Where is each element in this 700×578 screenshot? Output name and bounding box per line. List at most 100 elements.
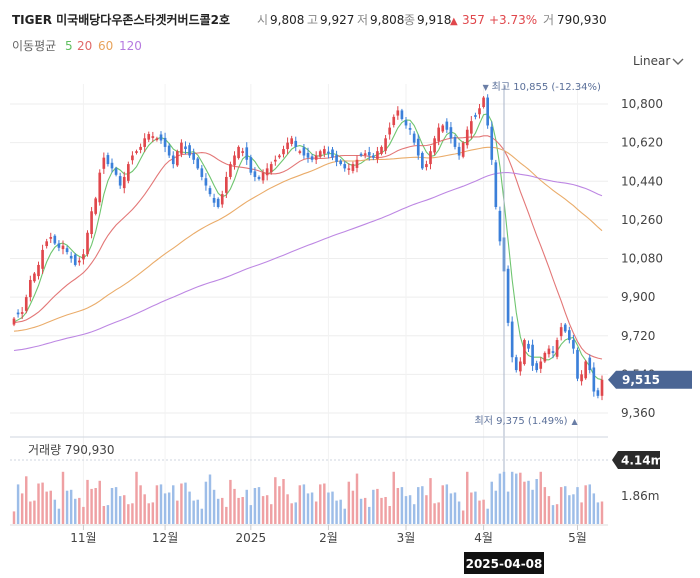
ma-legend-20[interactable]: 20	[77, 39, 92, 53]
volume-bar	[388, 506, 391, 524]
volume-bar	[515, 473, 518, 524]
candle-body	[429, 151, 432, 165]
volume-bar	[559, 487, 563, 524]
scale-selector[interactable]: Linear	[633, 54, 684, 68]
candle-body	[298, 151, 302, 153]
volume-bar	[547, 496, 551, 524]
volume-bar	[343, 508, 346, 524]
volume-bar	[127, 504, 130, 524]
candle-body	[449, 127, 453, 139]
low-marker: 최저 9,375 (1.49%) ▲	[475, 415, 579, 427]
current-price-tag: 9,515	[608, 370, 692, 389]
volume-bar	[339, 499, 342, 524]
candle-body	[269, 164, 273, 173]
candle-body	[188, 145, 191, 156]
volume-bar	[155, 485, 159, 524]
candle-body	[441, 125, 445, 132]
candle-body	[261, 172, 265, 181]
volume-bar	[102, 506, 106, 524]
candle-body	[474, 115, 477, 117]
candle-body	[323, 149, 326, 154]
price-tick-label: 9,360	[621, 406, 655, 420]
candle-body	[510, 321, 514, 358]
volume-bar	[417, 487, 420, 524]
candle-body	[216, 198, 220, 207]
candle-body	[527, 343, 530, 349]
candle-body	[494, 162, 498, 207]
volume-bar	[278, 486, 281, 524]
candle-body	[163, 137, 167, 147]
volume-bar	[429, 478, 432, 524]
candle-body	[523, 340, 526, 365]
volume-bar	[200, 508, 204, 524]
volume-bar	[94, 488, 97, 524]
candle-body	[176, 151, 179, 166]
volume-bar	[131, 503, 134, 524]
candle-body	[600, 379, 604, 396]
date-tick-label: 5월	[568, 531, 587, 545]
volume-bar	[118, 496, 122, 524]
candle-body	[73, 254, 77, 265]
candle-body	[514, 357, 518, 371]
candle-body	[294, 140, 298, 147]
candle-body	[16, 312, 20, 315]
volume-bar	[45, 491, 48, 524]
volume-tag-text: 4.14m	[621, 454, 663, 468]
volume-bar	[163, 493, 167, 524]
date-tick-label: 2월	[319, 531, 338, 545]
candle-body	[335, 155, 338, 162]
volume-bar	[396, 488, 400, 524]
volume-bar	[461, 510, 465, 524]
volume-bar	[319, 484, 322, 524]
candle-body	[135, 151, 138, 153]
candle-body	[208, 188, 212, 195]
instrument-name: TIGER 미국배당다우존스타겟커버드콜2호	[12, 12, 230, 27]
candle-body	[122, 176, 126, 189]
candle-body	[551, 351, 555, 353]
candle-body	[563, 324, 567, 332]
volume-bar	[25, 476, 28, 524]
scale-selector-label[interactable]: Linear	[633, 54, 670, 68]
candle-body	[286, 142, 289, 150]
ma-legend-5[interactable]: 5	[65, 39, 73, 53]
volume-bar	[335, 500, 338, 524]
ma-legend-120[interactable]: 120	[119, 39, 142, 53]
volume-bar	[359, 498, 363, 524]
volume-bar	[135, 471, 138, 524]
volume-bar	[596, 502, 600, 524]
candle-body	[69, 255, 73, 259]
candle-body	[363, 153, 367, 156]
volume-bar	[506, 491, 510, 524]
candle-body	[412, 133, 416, 143]
volume-bar	[380, 497, 383, 524]
candle-body	[408, 128, 412, 130]
volume-bar	[208, 474, 212, 524]
candle-body	[453, 137, 457, 147]
volume-bar	[425, 495, 428, 524]
change-value: 357	[462, 13, 485, 27]
candle-body	[380, 146, 383, 154]
change-arrow: ▲	[450, 16, 458, 27]
volume-bar	[212, 489, 216, 524]
candle-body	[49, 237, 53, 239]
chevron-down-icon[interactable]	[672, 58, 684, 65]
candle-body	[392, 116, 396, 126]
candle-body	[539, 361, 543, 369]
volume-bar	[572, 494, 575, 524]
volume-bar	[249, 505, 253, 524]
candle-body	[245, 147, 249, 160]
candle-body	[343, 164, 347, 169]
candle-body	[200, 168, 204, 177]
volume-bar	[151, 502, 155, 524]
candle-body	[310, 156, 314, 160]
candle-body	[531, 344, 534, 366]
candle-body	[327, 151, 330, 154]
volume-bar	[29, 501, 32, 524]
volume-bar	[376, 488, 379, 524]
volume-bar	[37, 483, 40, 524]
volume-bar	[245, 489, 248, 524]
ma-legend-60[interactable]: 60	[98, 39, 113, 53]
volume-bar	[57, 508, 61, 524]
